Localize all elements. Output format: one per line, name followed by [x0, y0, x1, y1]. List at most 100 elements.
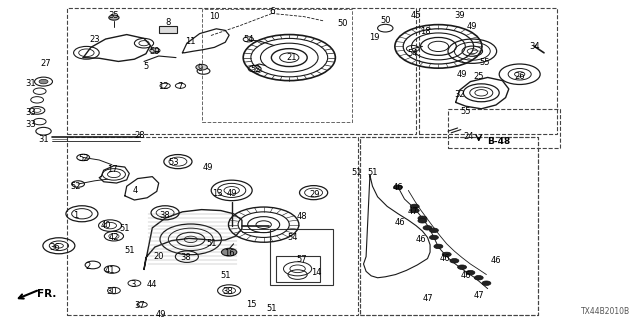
- Text: 40: 40: [100, 221, 111, 230]
- Text: 12: 12: [158, 82, 168, 91]
- Text: 24: 24: [463, 132, 474, 141]
- Circle shape: [458, 265, 467, 269]
- Text: 55: 55: [461, 107, 471, 116]
- Text: 51: 51: [220, 271, 230, 280]
- Text: FR.: FR.: [37, 289, 56, 299]
- Text: 51: 51: [206, 239, 216, 248]
- Text: 34: 34: [529, 42, 540, 51]
- Text: 47: 47: [422, 294, 433, 303]
- Text: 38: 38: [160, 211, 170, 220]
- Bar: [276, 256, 320, 282]
- Text: 33: 33: [26, 108, 36, 117]
- Text: B-48: B-48: [488, 137, 511, 146]
- Text: 55: 55: [480, 58, 490, 67]
- Circle shape: [474, 276, 483, 280]
- Circle shape: [423, 226, 432, 230]
- Text: 39: 39: [454, 12, 465, 20]
- Text: 11: 11: [186, 37, 196, 46]
- Text: 49: 49: [156, 310, 166, 319]
- Text: 26: 26: [515, 72, 525, 81]
- Bar: [448, 109, 560, 148]
- Text: 16: 16: [224, 249, 234, 258]
- Text: 33: 33: [26, 120, 36, 129]
- Text: 1: 1: [73, 211, 78, 220]
- Text: 18: 18: [420, 28, 431, 36]
- Circle shape: [442, 252, 451, 257]
- Text: 46: 46: [416, 235, 426, 244]
- Text: 41: 41: [105, 266, 115, 275]
- Text: 7: 7: [178, 82, 183, 91]
- Circle shape: [196, 64, 207, 70]
- Text: 5: 5: [143, 62, 148, 71]
- Text: 44: 44: [147, 280, 157, 289]
- Text: 6: 6: [269, 7, 275, 16]
- Text: 50: 50: [337, 19, 348, 28]
- Text: 53: 53: [169, 158, 179, 167]
- Text: 2: 2: [86, 262, 91, 271]
- Text: 9: 9: [198, 64, 203, 73]
- Text: 38: 38: [222, 287, 232, 296]
- Text: 52: 52: [70, 182, 81, 191]
- Text: 51: 51: [124, 246, 134, 255]
- Circle shape: [418, 219, 427, 223]
- Circle shape: [429, 228, 438, 233]
- Text: 17: 17: [107, 165, 117, 174]
- Text: 31: 31: [26, 79, 36, 88]
- Text: 20: 20: [154, 252, 164, 261]
- Text: 47: 47: [408, 207, 418, 216]
- Text: 10: 10: [209, 12, 220, 21]
- Text: 13: 13: [212, 189, 223, 198]
- Bar: [202, 9, 352, 122]
- Text: 49: 49: [227, 189, 237, 198]
- Bar: [67, 137, 358, 315]
- Text: 23: 23: [90, 35, 100, 44]
- Text: 51: 51: [367, 168, 378, 177]
- Text: 25: 25: [474, 72, 484, 81]
- Text: 30: 30: [107, 287, 117, 296]
- Circle shape: [429, 235, 438, 240]
- Text: 51: 51: [267, 304, 277, 313]
- Text: 54: 54: [288, 233, 298, 242]
- Circle shape: [150, 48, 160, 53]
- Text: 48: 48: [297, 212, 307, 221]
- Text: 47: 47: [474, 291, 484, 300]
- Bar: [67, 8, 416, 134]
- Text: 28: 28: [134, 131, 145, 140]
- Text: 38: 38: [180, 253, 191, 262]
- Text: 32: 32: [454, 90, 465, 99]
- Text: 35: 35: [109, 11, 119, 20]
- Text: 31: 31: [38, 135, 49, 144]
- Text: 46: 46: [491, 256, 501, 265]
- Bar: [360, 137, 538, 315]
- Text: 46: 46: [440, 254, 450, 263]
- Circle shape: [221, 248, 237, 256]
- Text: 42: 42: [109, 233, 119, 242]
- Text: 27: 27: [41, 60, 51, 68]
- Text: 46: 46: [461, 271, 471, 280]
- Text: 51: 51: [352, 168, 362, 177]
- Circle shape: [450, 259, 459, 263]
- Text: 8: 8: [165, 18, 170, 27]
- Text: 4: 4: [133, 186, 138, 195]
- Text: 50: 50: [150, 47, 160, 56]
- Text: 52: 52: [78, 154, 88, 163]
- Circle shape: [394, 185, 403, 189]
- Circle shape: [482, 281, 491, 285]
- Circle shape: [39, 79, 48, 84]
- Bar: [270, 229, 333, 285]
- Text: 57: 57: [297, 255, 307, 264]
- Text: 49: 49: [203, 163, 213, 172]
- Bar: [360, 137, 538, 315]
- Text: 37: 37: [134, 301, 145, 310]
- Circle shape: [109, 15, 119, 20]
- Text: 54: 54: [408, 49, 418, 58]
- Text: 52: 52: [251, 65, 261, 74]
- Text: 29: 29: [310, 190, 320, 199]
- Circle shape: [410, 208, 419, 213]
- Text: 49: 49: [467, 22, 477, 31]
- Text: TX44B2010B: TX44B2010B: [581, 307, 630, 316]
- Text: 3: 3: [131, 280, 136, 289]
- Bar: [159, 26, 177, 33]
- Text: 14: 14: [312, 268, 322, 277]
- Text: 51: 51: [120, 224, 130, 233]
